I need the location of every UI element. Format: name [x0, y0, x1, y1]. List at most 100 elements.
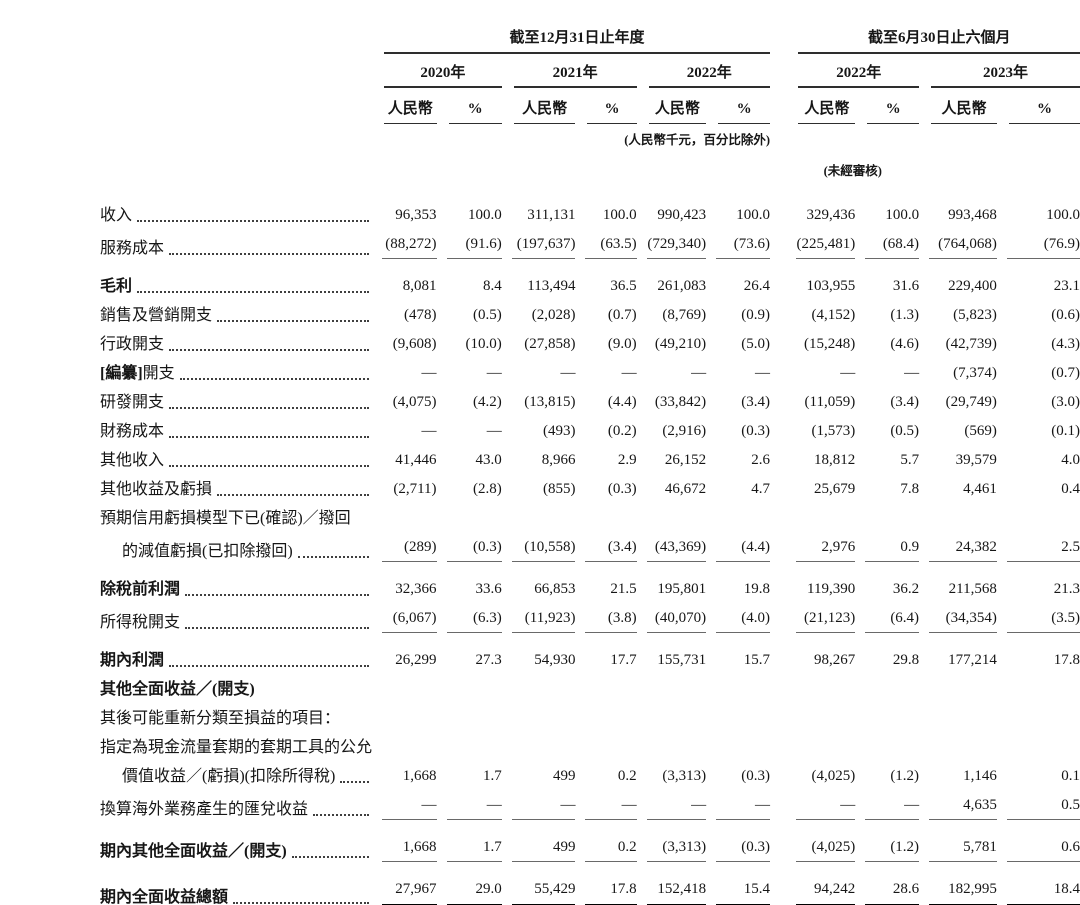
cell-value: 19.8: [743, 581, 771, 597]
row-label-text: 期內全面收益總額: [100, 889, 229, 905]
cell-value: (225,481): [786, 230, 856, 263]
cell-value: (0.7): [607, 307, 637, 323]
cell-value: —: [904, 365, 920, 381]
row-label-text: 除稅前利潤: [100, 581, 181, 598]
row-label-text: 的減值虧損(已扣除撥回): [122, 543, 293, 560]
cell-value: 177,214: [948, 652, 997, 668]
row-label: 期內利潤: [100, 637, 372, 675]
cell-value: 8,966: [541, 452, 576, 468]
cell-value: (11,059): [804, 394, 856, 410]
cell-value: [706, 504, 770, 533]
cell-value: (3.8): [575, 604, 637, 637]
cell-value: [706, 675, 770, 704]
table-row-gross-profit: 毛利 8,081 8.4 113,494 36.5 261,083 26.4 103,955 3…: [100, 263, 1080, 301]
table-row-revenue: 收入 96,353 100.0 311,131 100.0 990,423 100.0 329…: [100, 201, 1080, 230]
dot-leaders: [185, 594, 370, 596]
cell-value: (3.4): [741, 394, 771, 410]
row-label-text: 期內其他全面收益／(開支): [100, 843, 287, 860]
table-row-selling-marketing-expenses: 銷售及營銷開支 (478) (0.5) (2,028) (0.7) (8,769) (0.9…: [100, 301, 1080, 330]
table-row-total-comprehensive-income: 期內全面收益總額 27,967 29.0 55,429 17.8 152,418 15.4 9…: [100, 866, 1080, 905]
cell-value: —: [486, 365, 502, 381]
cell-value: —: [575, 791, 637, 824]
cell-value: (4,075): [392, 394, 437, 410]
interim-period-header: 截至6月30日止六個月: [798, 26, 1080, 54]
cell-value: (1.3): [890, 307, 920, 323]
cell-value: [855, 704, 919, 733]
table-row-profit-before-tax: 除稅前利潤 32,366 33.6 66,853 21.5 195,801 19.8 119,…: [100, 566, 1080, 604]
cell-value: 98,267: [813, 652, 856, 668]
group-gap: [770, 791, 786, 824]
cell-value: 24,382: [919, 533, 997, 566]
cell-value: [786, 704, 855, 733]
cell-value: [437, 704, 502, 733]
cell-value: [786, 504, 855, 533]
cell-value: 36.5: [610, 278, 637, 294]
cell-value: 41,446: [395, 452, 437, 468]
cell-value: 4,461: [963, 481, 997, 497]
cell-value: 8.4: [483, 278, 502, 294]
cell-value: [575, 675, 636, 704]
cell-value: 329,436: [806, 207, 856, 223]
cell-value: 23.1: [1053, 278, 1080, 294]
row-label: 價值收益／(虧損)(扣除所得稅): [100, 762, 372, 791]
row-label-text: 其他全面收益／(開支): [100, 681, 255, 698]
cell-value: (493): [542, 423, 576, 439]
group-gap: [770, 230, 786, 263]
cell-value: [919, 704, 997, 733]
cell-value: [437, 504, 502, 533]
cell-value: [637, 504, 707, 533]
cell-value: [706, 733, 770, 762]
dot-leaders: [233, 902, 370, 904]
cell-value: 0.2: [575, 824, 637, 866]
rmb-column-header: 人民幣: [648, 97, 707, 124]
cell-value: 100.0: [468, 207, 502, 223]
cell-value: [997, 675, 1080, 704]
cell-value: 100.0: [885, 207, 920, 223]
unaudited-note: (未經審核): [823, 164, 882, 178]
cell-value: —: [421, 365, 437, 381]
cell-value: 261,083: [657, 278, 707, 294]
cell-value: 100.0: [1046, 207, 1080, 223]
cell-value: [502, 504, 576, 533]
cell-value: 211,568: [948, 581, 997, 597]
cell-value: [372, 733, 437, 762]
row-label: 除稅前利潤: [100, 566, 372, 604]
cell-value: [786, 733, 855, 762]
cell-value: (3.5): [997, 604, 1080, 637]
cell-value: (3.4): [890, 394, 920, 410]
cell-value: 0.4: [1061, 481, 1080, 497]
percent-column-header: %: [718, 101, 771, 124]
cell-value: (40,070): [637, 604, 707, 637]
row-label-text: 其他收益及虧損: [100, 481, 213, 498]
annual-period-header: 截至12月31日止年度: [384, 26, 771, 54]
cell-value: (1,573): [811, 423, 856, 439]
header-year-row: 2020年 2021年 2022年 2022年 2023年: [100, 54, 1080, 88]
cell-value: (9.0): [607, 336, 637, 352]
cell-value: (49,210): [654, 336, 707, 352]
cell-value: (0.6): [1051, 307, 1080, 323]
cell-value: 15.4: [706, 866, 771, 905]
cell-value: [919, 504, 997, 533]
cell-value: 2,976: [786, 533, 856, 566]
cell-value: (4.6): [890, 336, 920, 352]
cell-value: 46,672: [664, 481, 707, 497]
table-row-other-gains-losses: 其他收益及虧損 (2,711) (2.8) (855) (0.3) 46,672 4.7 25…: [100, 475, 1080, 504]
table-row-fx-translation-gains: 換算海外業務產生的匯兌收益 — — — — — — — —4,635 0.5: [100, 791, 1080, 824]
row-label-text: 換算海外業務產生的匯兌收益: [100, 801, 309, 818]
cell-value: 2.5: [997, 533, 1080, 566]
cell-value: (27,858): [524, 336, 576, 352]
cell-value: (289): [372, 533, 437, 566]
rmb-column-header: 人民幣: [384, 97, 437, 124]
percent-column-header: %: [587, 101, 637, 124]
cell-value: (29,749): [945, 394, 997, 410]
cell-value: (5.0): [741, 336, 771, 352]
table-row-profit-for-period: 期內利潤 26,299 27.3 54,930 17.7 155,731 15.7 98,26…: [100, 637, 1080, 675]
cell-value: 27.3: [475, 652, 502, 668]
dot-leaders: [169, 253, 370, 255]
table-row-redacted-expenses: [編纂] 開支 — — — — — — — — (7,374) (0.7): [100, 359, 1080, 388]
cell-value: (4,152): [811, 307, 856, 323]
cell-value: 17.8: [575, 866, 637, 905]
cell-value: (3,313): [662, 768, 707, 784]
cell-value: —: [486, 423, 502, 439]
cell-value: 195,801: [657, 581, 707, 597]
